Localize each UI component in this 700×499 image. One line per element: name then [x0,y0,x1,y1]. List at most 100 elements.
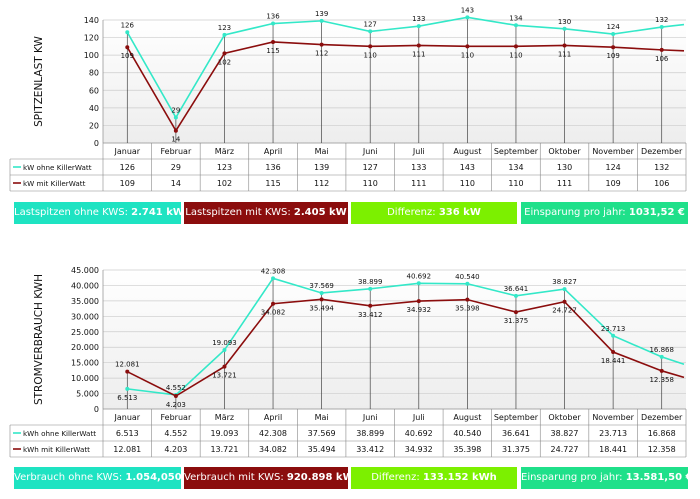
data-label-mit: 35.494 [309,304,334,312]
data-point [222,32,227,37]
y-tick-label: 100 [84,51,99,60]
data-point [319,297,324,302]
x-tick-label: April [264,147,282,156]
data-point [562,26,567,31]
table-cell-ohne: 4.552 [164,429,187,438]
banner-usage-without-label: Verbrauch ohne KWS: [14,472,123,483]
legend-label: kWh ohne KillerWatt [23,429,96,438]
x-tick-label: November [592,413,634,422]
banner-peak-without-label: Lastspitzen ohne KWS: [14,207,128,218]
data-label-ohne: 42.308 [261,267,286,275]
data-point [173,115,178,120]
x-tick-label: August [453,147,481,156]
x-tick-label: April [264,413,282,422]
plot-area [103,270,686,409]
data-point [271,39,276,44]
data-label-ohne: 124 [606,23,620,31]
data-point [222,51,227,56]
table-cell-ohne: 127 [363,163,378,172]
data-label-mit: 12.081 [115,361,140,369]
y-tick-label: 120 [84,34,99,43]
data-label-mit: 109 [121,52,134,60]
table-cell-ohne: 123 [217,163,232,172]
data-point [125,45,130,50]
data-point [368,303,373,308]
y-tick-label: 20 [89,121,99,130]
table-cell-ohne: 23.713 [599,429,627,438]
data-point [416,24,421,29]
data-point [319,18,324,23]
table-cell-ohne: 36.641 [502,429,530,438]
data-label-ohne: 40.540 [455,273,480,281]
data-point [416,299,421,304]
table-cell-mit: 35.494 [308,445,336,454]
data-point [611,45,616,50]
table-cell-mit: 111 [557,179,572,188]
data-label-ohne: 29 [171,107,180,115]
table-cell-ohne: 133 [411,163,426,172]
data-label-mit: 109 [606,52,619,60]
banner-peak-with-label: Lastspitzen mit KWS: [185,207,291,218]
plot-area [103,20,686,143]
banner-peak-savings-label: Einsparung pro jahr: [524,207,626,218]
banner-usage-with-value: 920.898 kWh [286,472,348,483]
table-cell-ohne: 38.827 [551,429,579,438]
y-tick-label: 60 [89,86,99,95]
data-point [659,368,664,373]
banner-usage-with-label: Verbrauch mit KWS: [184,472,284,483]
x-tick-label: Oktober [548,147,581,156]
y-tick-label: 40.000 [71,281,99,290]
table-cell-mit: 13.721 [210,445,238,454]
data-label-mit: 13.721 [212,372,237,380]
table-cell-ohne: 16.868 [648,429,676,438]
data-label-ohne: 132 [655,16,668,24]
data-label-mit: 35.398 [455,305,480,313]
x-tick-label: September [494,147,539,156]
y-tick-label: 35.000 [71,297,99,306]
table-cell-mit: 12.081 [113,445,141,454]
data-point [319,42,324,47]
x-tick-label: Mai [315,413,329,422]
data-point [125,30,130,35]
data-point [611,32,616,37]
data-point [271,276,276,281]
x-tick-label: August [453,413,481,422]
data-label-mit: 31.375 [504,317,529,325]
banner-peak-savings-value: 1031,52 € [628,207,685,218]
data-label-ohne: 134 [509,14,523,22]
data-label-mit: 24.727 [552,307,577,315]
y-tick-label: 140 [84,16,99,25]
data-label-ohne: 23.713 [601,325,626,333]
data-point [173,394,178,399]
banner-usage-savings-label: Einsparung pro jahr: [521,472,623,483]
data-label-ohne: 16.868 [649,346,674,354]
data-label-ohne: 4.552 [166,384,186,392]
y-axis-title: STROMVERBRAUCH KWH [33,274,45,405]
data-point [368,44,373,49]
data-point [562,43,567,48]
data-label-ohne: 38.899 [358,278,383,286]
data-point [465,44,470,49]
table-cell-ohne: 134 [508,163,523,172]
consumption-chart: 0 5.000 10.000 15.000 20.000 25.000 30.000 35.0… [9,266,687,458]
table-cell-ohne: 6.513 [116,429,139,438]
table-cell-mit: 34.082 [259,445,287,454]
banner-peak-difference-label: Differenz: [387,207,436,218]
data-point [271,21,276,26]
table-cell-mit: 102 [217,179,232,188]
legend-label: kW mit KillerWatt [23,179,86,188]
data-point [659,25,664,30]
data-point [173,128,178,133]
data-label-ohne: 19.093 [212,339,237,347]
banner-usage-without: Verbrauch ohne KWS: 1.054,050 kWh [14,467,181,489]
x-tick-label: März [215,413,234,422]
table-cell-mit: 34.932 [405,445,433,454]
table-cell-mit: 4.203 [164,445,187,454]
table-cell-ohne: 40.692 [405,429,433,438]
table-cell-mit: 14 [171,179,181,188]
banner-usage-difference: Differenz: 133.152 kWh [351,467,517,489]
data-point [513,293,518,298]
data-label-mit: 4.203 [166,401,186,409]
data-point [416,281,421,286]
